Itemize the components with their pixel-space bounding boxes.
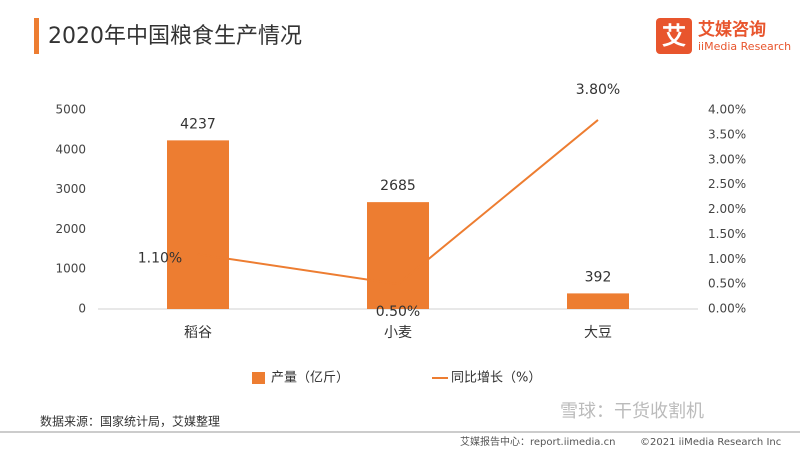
logo-mark: 艾: [662, 22, 686, 50]
y-tick-label: 5000: [55, 103, 86, 117]
logo-sub: iiMedia Research: [698, 40, 791, 53]
copyright: ©2021 iiMedia Research Inc: [640, 437, 781, 448]
line-value-label: 1.10%: [138, 250, 182, 266]
y-tick-label: 0: [78, 302, 86, 316]
y2-tick-label: 1.00%: [708, 252, 746, 266]
chart-title: 2020年中国粮食生产情况: [48, 24, 302, 49]
y2-tick-label: 1.50%: [708, 227, 746, 241]
y2-tick-label: 0.00%: [708, 302, 746, 316]
y-tick-label: 3000: [55, 182, 86, 196]
bar-value-label: 2685: [380, 178, 416, 194]
y-tick-label: 1000: [55, 262, 86, 276]
bar: [567, 293, 629, 309]
line: [197, 119, 599, 286]
y2-tick-label: 2.00%: [708, 202, 746, 216]
y2-tick-label: 4.00%: [708, 103, 746, 117]
title-accent: [34, 18, 39, 54]
legend-swatch: [252, 372, 265, 384]
bar: [367, 202, 429, 309]
report: 艾媒报告中心：report.iimedia.cn: [460, 435, 615, 448]
y2-tick-label: 3.00%: [708, 152, 746, 166]
y2-tick-label: 3.50%: [708, 127, 746, 141]
y2-tick-label: 0.50%: [708, 277, 746, 291]
x-tick-label: 稻谷: [184, 325, 212, 341]
y2-tick-label: 2.50%: [708, 177, 746, 191]
y-tick-label: 2000: [55, 222, 86, 236]
line-value-label: 3.80%: [576, 82, 620, 98]
x-tick-label: 大豆: [584, 325, 612, 341]
line-value-label: 0.50%: [376, 304, 420, 320]
logo-name: 艾媒咨询: [698, 19, 766, 40]
logo-box: [656, 18, 692, 54]
bar-value-label: 392: [585, 269, 612, 285]
bar: [167, 140, 229, 309]
watermark: 雪球：干货收割机: [560, 401, 704, 422]
y-tick-label: 4000: [55, 142, 86, 156]
x-tick-label: 小麦: [384, 325, 412, 341]
bar-value-label: 4237: [180, 116, 216, 132]
legend-label: 同比增长（%）: [451, 371, 541, 386]
source: 数据来源：国家统计局，艾媒整理: [40, 414, 220, 429]
legend-label: 产量（亿斤）: [271, 371, 349, 386]
